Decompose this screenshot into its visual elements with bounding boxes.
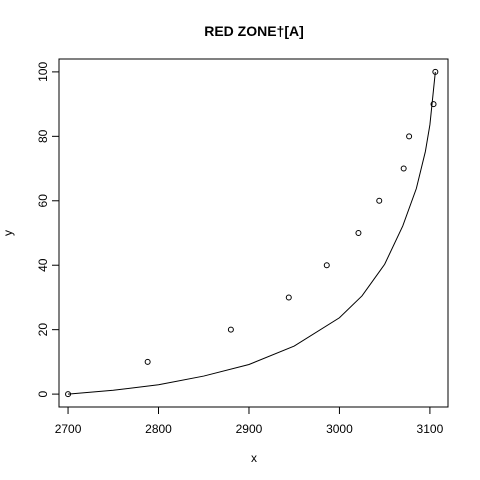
data-point <box>285 294 292 301</box>
data-point <box>355 230 362 236</box>
y-tick-label: 80 <box>36 129 50 143</box>
data-point <box>376 197 383 204</box>
data-point <box>400 165 407 172</box>
x-axis: 2700 2800 2900 3000 3100 <box>55 406 444 436</box>
y-tick-label: 100 <box>36 62 50 82</box>
y-axis: 0 20 40 60 80 100 <box>36 62 60 397</box>
data-point <box>430 101 437 108</box>
fitted-curve <box>68 71 436 395</box>
data-point <box>144 358 151 365</box>
y-axis-label: y <box>1 230 15 236</box>
y-tick-label: 60 <box>36 194 50 208</box>
x-tick-label: 3000 <box>326 422 353 436</box>
y-tick-label: 20 <box>36 323 50 337</box>
x-tick-label: 3100 <box>417 422 444 436</box>
chart-title: RED ZONE†[A] <box>204 23 304 39</box>
x-tick-label: 2700 <box>55 422 82 436</box>
y-tick-label: 0 <box>36 390 50 397</box>
x-tick-label: 2800 <box>145 422 172 436</box>
data-point <box>432 68 439 75</box>
data-point <box>65 391 72 398</box>
plot-frame <box>58 58 449 408</box>
data-points <box>65 68 439 398</box>
data-point <box>227 326 234 333</box>
x-tick-label: 2900 <box>236 422 263 436</box>
data-point <box>323 262 330 269</box>
x-axis-label: x <box>251 451 257 465</box>
y-tick-label: 40 <box>36 258 50 272</box>
data-point <box>406 133 413 140</box>
